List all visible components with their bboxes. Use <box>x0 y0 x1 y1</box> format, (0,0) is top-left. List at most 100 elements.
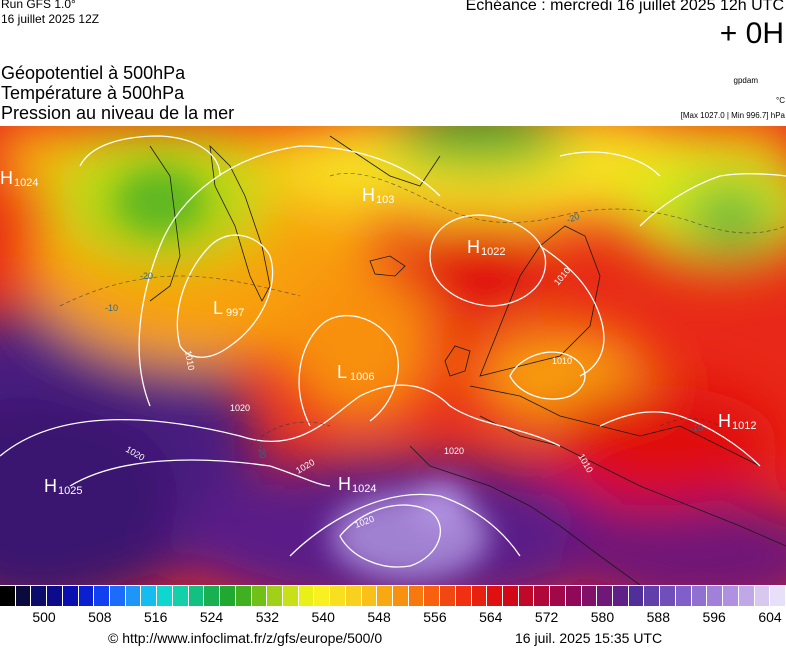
colorbar-swatch <box>157 586 173 606</box>
colorbar-swatch <box>330 586 346 606</box>
colorbar-swatch <box>62 586 79 606</box>
colorbar-swatch <box>125 586 142 606</box>
colorbar <box>0 586 786 606</box>
isobar-label: 1020 <box>230 403 250 413</box>
svg-text:H: H <box>362 185 375 205</box>
colorbar-label: 532 <box>255 609 280 625</box>
colorbar-swatch <box>392 586 409 606</box>
colorbar-swatch <box>644 586 661 606</box>
colorbar-swatch <box>534 586 551 606</box>
colorbar-swatch <box>550 586 566 606</box>
coastlines <box>149 135 786 585</box>
svg-text:1012: 1012 <box>732 420 756 432</box>
colorbar-swatch <box>723 586 739 606</box>
l-997: L 997 <box>213 298 244 319</box>
run-label: Run GFS 1.0° <box>1 0 76 11</box>
isobars <box>0 135 786 568</box>
colorbar-label: 524 <box>199 609 224 625</box>
colorbar-label: 548 <box>367 609 391 625</box>
colorbar-label: 540 <box>311 609 335 625</box>
h-1024-nw: H 1024 <box>0 168 38 189</box>
l-1006: L 1006 <box>337 362 374 383</box>
colorbar-swatch <box>628 586 645 606</box>
colorbar-swatch <box>235 586 252 606</box>
svg-text:1022: 1022 <box>481 246 505 258</box>
svg-text:997: 997 <box>226 307 244 319</box>
pressure-minmax: [Max 1027.0 | Min 996.7] hPa <box>680 111 785 120</box>
weather-map: H 1024 H 103 H 1022 L 997 L 1006 H 1012 H 1025 … <box>0 126 786 585</box>
colorbar-swatch <box>707 586 724 606</box>
colorbar-label: 500 <box>32 609 56 625</box>
generation-date: 16 juil. 2025 15:35 UTC <box>515 630 663 646</box>
svg-text:1024: 1024 <box>352 483 376 495</box>
colorbar-swatch <box>597 586 614 606</box>
svg-text:1006: 1006 <box>350 371 374 383</box>
svg-text:H: H <box>0 168 13 188</box>
colorbar-swatch <box>487 586 503 606</box>
h-1022-scandinavia: H 1022 <box>467 237 505 258</box>
colorbar-swatch <box>220 586 236 606</box>
colorbar-label: 572 <box>534 609 559 625</box>
isobar-label: 1020 <box>444 446 464 456</box>
colorbar-swatch <box>770 586 786 606</box>
colorbar-swatch <box>471 586 488 606</box>
colorbar-swatch <box>691 586 708 606</box>
colorbar-swatch <box>613 586 629 606</box>
isotherm-label: -10 <box>105 303 118 313</box>
isobar-label: 1010 <box>552 356 572 366</box>
colorbar-swatch <box>503 586 519 606</box>
colorbar-swatch <box>455 586 472 606</box>
isotherm-label: -20 <box>256 445 268 460</box>
colorbar-swatch <box>675 586 692 606</box>
colorbar-swatch <box>31 586 48 606</box>
colorbar-scale: 500 508 516 524 532 540 548 556 564 572 580 588 596 6… <box>0 609 786 627</box>
colorbar-swatch <box>377 586 393 606</box>
colorbar-label: 588 <box>646 609 670 625</box>
title-geopotential: Géopotentiel à 500hPa <box>1 63 186 83</box>
run-date: 16 juillet 2025 12Z <box>1 12 100 26</box>
svg-text:H: H <box>718 411 731 431</box>
svg-text:103: 103 <box>376 194 394 206</box>
svg-text:H: H <box>44 476 57 496</box>
source-url[interactable]: © http://www.infoclimat.fr/z/gfs/europe/… <box>108 630 383 646</box>
svg-text:H: H <box>467 237 480 257</box>
colorbar-swatch <box>660 586 676 606</box>
colorbar-swatch <box>314 586 331 606</box>
isotherm-label: -20 <box>565 211 581 225</box>
isobar-label: 1010 <box>183 350 196 371</box>
forecast-offset: + 0H <box>719 17 784 50</box>
h-103-greenland: H 103 <box>362 185 394 206</box>
title-pressure: Pression au niveau de la mer <box>1 103 235 123</box>
colorbar-swatch <box>754 586 771 606</box>
svg-text:H: H <box>338 474 351 494</box>
colorbar-label: 596 <box>702 609 726 625</box>
colorbar-swatch <box>141 586 158 606</box>
colorbar-label: 556 <box>423 609 447 625</box>
colorbar-label: 516 <box>144 609 168 625</box>
colorbar-swatch <box>518 586 535 606</box>
colorbar-swatch <box>298 586 315 606</box>
colorbar-label: 604 <box>758 609 782 625</box>
colorbar-swatch <box>110 586 126 606</box>
colorbar-swatch <box>565 586 582 606</box>
colorbar-swatch <box>47 586 63 606</box>
colorbar-swatch <box>251 586 268 606</box>
isotherm-label: -10 <box>690 423 703 433</box>
colorbar-swatch <box>424 586 441 606</box>
h-1024-africa: H 1024 <box>338 474 376 495</box>
svg-text:L: L <box>337 362 347 382</box>
colorbar-swatch <box>188 586 205 606</box>
colorbar-swatch <box>94 586 111 606</box>
isotherm-label: -20 <box>140 271 153 281</box>
colorbar-swatch <box>440 586 456 606</box>
unit-geopotential: gpdam <box>733 76 758 85</box>
colorbar-swatch <box>0 586 16 606</box>
colorbar-label: 508 <box>88 609 112 625</box>
colorbar-swatch <box>204 586 221 606</box>
forecast-time: Echéance : mercredi 16 juillet 2025 12h … <box>465 0 784 14</box>
colorbar-swatch <box>345 586 362 606</box>
colorbar-label: 564 <box>479 609 503 625</box>
isotherms <box>59 173 786 447</box>
colorbar-label: 580 <box>590 609 615 625</box>
colorbar-swatch <box>172 586 189 606</box>
